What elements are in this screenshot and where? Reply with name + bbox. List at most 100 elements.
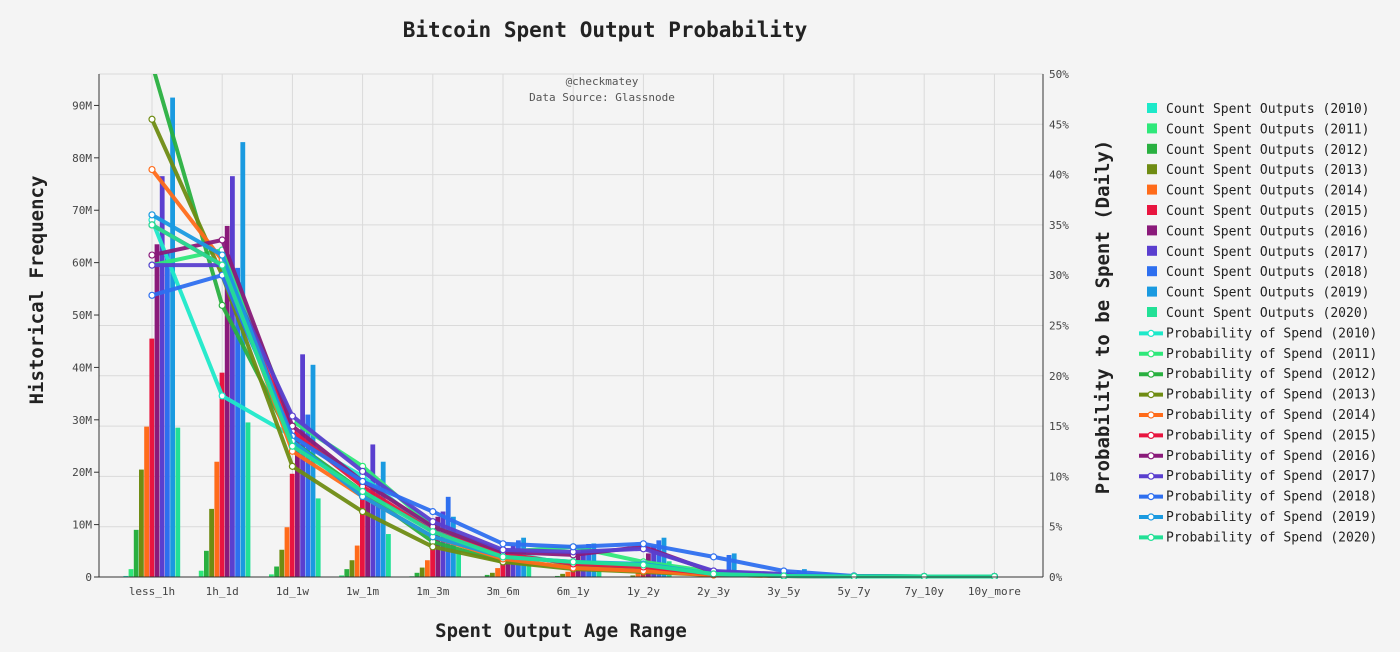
bar: [240, 142, 246, 578]
bar: [144, 426, 149, 577]
lines: [148, 74, 998, 579]
y2-tick-label: 30%: [1049, 269, 1069, 282]
bar: [175, 427, 181, 577]
y2-tick-label: 15%: [1049, 420, 1069, 433]
bar: [289, 473, 295, 577]
x-tick-label: 6m_1y: [557, 585, 590, 598]
legend-swatch: [1147, 245, 1157, 256]
bar: [419, 567, 425, 577]
legend-label: Count Spent Outputs (2020): [1166, 306, 1370, 321]
x-tick-label: 10y_more: [968, 585, 1021, 598]
line-point: [218, 251, 226, 259]
x-tick-label: 7y_10y: [904, 585, 944, 598]
y-tick-label: 30M: [72, 414, 92, 427]
bar: [154, 244, 160, 578]
legend-label: Count Spent Outputs (2017): [1166, 245, 1370, 260]
y-tick-label: 70M: [72, 204, 92, 217]
line-point: [499, 540, 507, 548]
y2-tick-label: 20%: [1049, 370, 1069, 383]
bar: [128, 569, 134, 577]
x-tick-label: 1m_3m: [416, 585, 449, 598]
y2-tick-label: 50%: [1049, 68, 1069, 81]
bar: [133, 529, 139, 577]
line-point: [429, 543, 437, 551]
legend-label: Count Spent Outputs (2010): [1166, 102, 1370, 117]
bar: [490, 572, 495, 577]
bar: [591, 543, 597, 577]
legend-label: Count Spent Outputs (2014): [1166, 184, 1370, 199]
x-tick-label: less_1h: [129, 585, 175, 598]
legend-label: Count Spent Outputs (2012): [1166, 143, 1370, 158]
bar: [170, 97, 175, 577]
y2-axis-title: Probability to be Spent (Daily): [1092, 140, 1114, 495]
bar: [209, 508, 214, 577]
legend-swatch: [1147, 225, 1157, 236]
bar: [159, 176, 165, 577]
x-tick-label: 1y_2y: [627, 585, 660, 598]
bar: [430, 540, 435, 577]
y-tick-label: 50M: [72, 309, 92, 322]
bar: [269, 574, 274, 577]
line-point: [359, 467, 367, 475]
bar: [565, 571, 571, 577]
legend-marker: [1147, 472, 1155, 480]
legend-swatch: [1147, 286, 1157, 297]
legend-marker: [1147, 493, 1155, 501]
bar: [279, 549, 285, 577]
bar: [219, 372, 225, 577]
line-point: [359, 487, 367, 496]
line-point: [429, 528, 437, 536]
y-tick-label: 20M: [72, 466, 92, 479]
legend-marker: [1147, 329, 1155, 337]
line-point: [288, 462, 296, 470]
bar: [165, 252, 170, 578]
y2-tick-label: 25%: [1049, 320, 1069, 333]
bar: [560, 573, 565, 577]
legend-swatch: [1147, 164, 1157, 175]
legend-label: Count Spent Outputs (2013): [1166, 163, 1370, 178]
legend-marker: [1147, 513, 1155, 521]
line-point: [920, 572, 928, 579]
bar: [484, 574, 490, 577]
line-point: [148, 261, 156, 269]
line-point: [288, 442, 296, 450]
legend-marker: [1147, 452, 1155, 460]
x-tick-label: 2y_3y: [697, 585, 730, 598]
y2-tick-label: 45%: [1049, 118, 1069, 131]
line-point: [639, 540, 648, 548]
legend-swatch: [1147, 103, 1157, 113]
bar: [495, 568, 500, 577]
legend-label: Probability of Spend (2011): [1166, 347, 1377, 362]
line-point: [218, 392, 226, 400]
legend-label: Count Spent Outputs (2016): [1166, 224, 1370, 239]
line-point: [148, 115, 156, 123]
x-tick-label: 1w_1m: [346, 585, 379, 598]
legend-label: Probability of Spend (2012): [1166, 367, 1377, 382]
bar: [456, 550, 461, 577]
bar: [344, 569, 350, 577]
bar: [149, 338, 155, 577]
bar: [354, 545, 360, 577]
line-point: [639, 561, 648, 569]
x-tick-label: 3y_5y: [767, 585, 800, 598]
bar: [349, 560, 355, 577]
line-point: [218, 301, 226, 309]
legend-label: Count Spent Outputs (2018): [1166, 265, 1370, 280]
y2-tick-label: 10%: [1049, 470, 1069, 483]
bar: [380, 461, 386, 577]
legend-swatch: [1147, 184, 1157, 195]
line-point: [288, 412, 296, 420]
bar: [274, 566, 279, 577]
x-tick-label: 1d_1w: [276, 585, 309, 598]
legend-label: Probability of Spend (2017): [1166, 469, 1377, 484]
bar: [425, 560, 430, 577]
bar: [386, 534, 391, 577]
bar: [295, 438, 300, 577]
ticks: 0% 5% 10% 15% 20% 25% 30% 35% 40% 45% 50% less_1h 1h…: [72, 68, 1069, 598]
bar: [300, 354, 305, 577]
line-point: [148, 221, 156, 229]
bar: [414, 572, 420, 577]
x-tick-label: 3m_6m: [486, 585, 519, 598]
bar: [365, 498, 370, 577]
